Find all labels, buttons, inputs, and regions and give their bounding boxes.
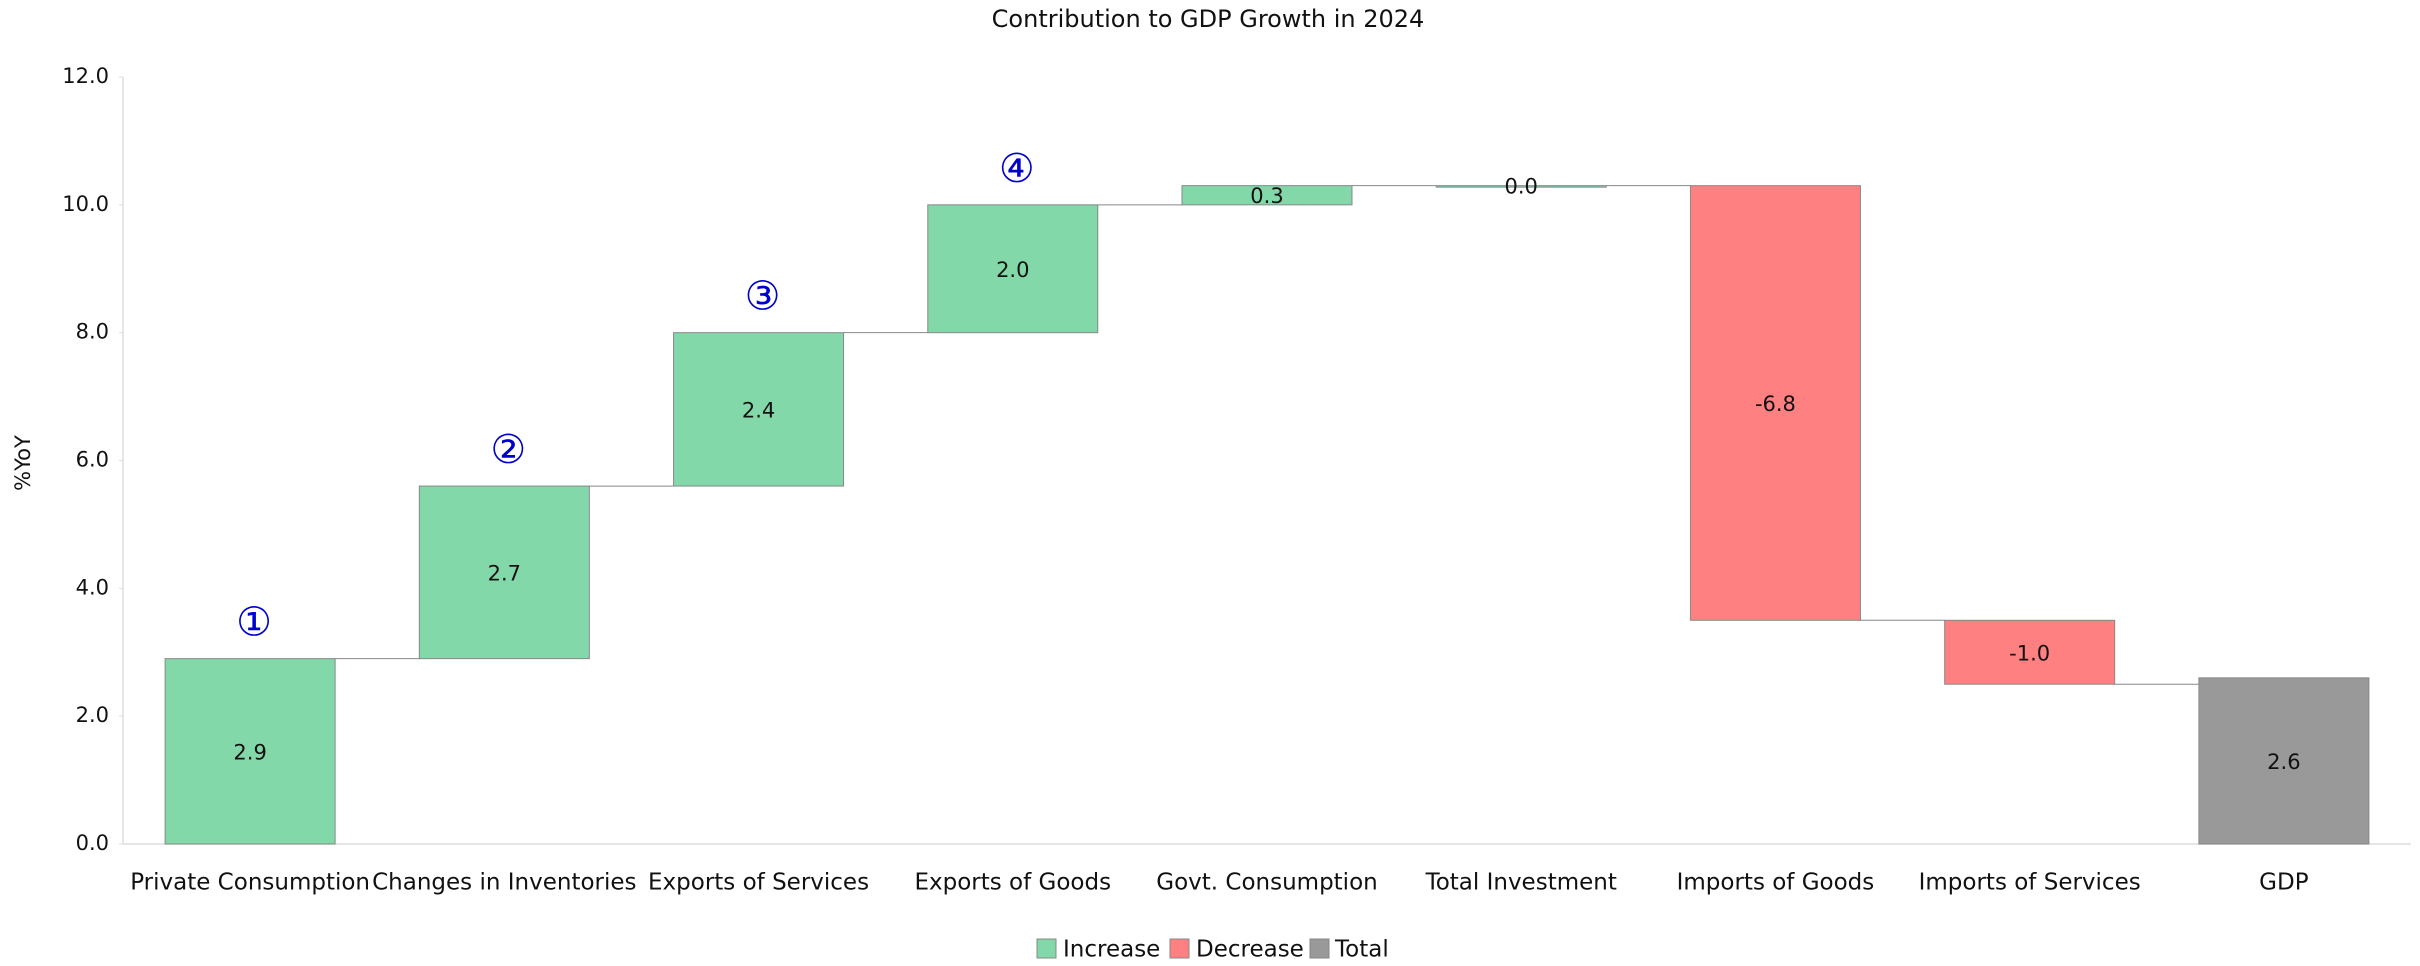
legend-label: Decrease bbox=[1196, 937, 1304, 963]
x-tick-label: Changes in Inventories bbox=[372, 870, 636, 896]
legend-swatch bbox=[1169, 938, 1190, 959]
y-tick-label: 10.0 bbox=[62, 192, 109, 216]
x-tick-label: Total Investment bbox=[1425, 870, 1617, 896]
x-tick-label: Exports of Services bbox=[648, 870, 869, 896]
bar bbox=[418, 485, 590, 660]
x-tick-label: Exports of Goods bbox=[914, 870, 1111, 896]
y-axis-label: %YoY bbox=[11, 435, 35, 491]
y-tick-label: 12.0 bbox=[62, 64, 109, 88]
value-label: 0.0 bbox=[1505, 175, 1538, 199]
y-tick-label: 6.0 bbox=[76, 448, 109, 472]
x-tick-label: Imports of Goods bbox=[1677, 870, 1875, 896]
x-tick-label: Govt. Consumption bbox=[1156, 870, 1377, 896]
annotation: ④ bbox=[999, 146, 1035, 192]
legend-swatch bbox=[1036, 938, 1057, 959]
y-tick-label: 2.0 bbox=[76, 703, 109, 727]
legend-label: Increase bbox=[1063, 937, 1160, 963]
bar bbox=[1944, 619, 2116, 685]
bar bbox=[1689, 185, 1861, 621]
x-tick-label: Imports of Services bbox=[1919, 870, 2141, 896]
y-tick-label: 4.0 bbox=[76, 575, 109, 599]
value-label: 2.0 bbox=[996, 258, 1029, 282]
value-label: -6.8 bbox=[1755, 392, 1796, 416]
annotation: ③ bbox=[745, 274, 781, 320]
bar bbox=[1181, 185, 1353, 206]
value-label: 0.3 bbox=[1250, 184, 1283, 208]
value-label: 2.4 bbox=[742, 398, 775, 422]
x-tick-label: GDP bbox=[2259, 870, 2309, 896]
bar bbox=[2198, 677, 2370, 845]
annotation: ① bbox=[236, 600, 272, 646]
bar bbox=[164, 658, 336, 845]
bar bbox=[927, 204, 1099, 334]
chart-title: Contribution to GDP Growth in 2024 bbox=[992, 5, 1425, 33]
value-label: 2.6 bbox=[2267, 750, 2300, 774]
y-tick-label: 8.0 bbox=[76, 320, 109, 344]
value-label: 2.9 bbox=[233, 740, 266, 764]
annotation: ② bbox=[490, 427, 526, 473]
legend-label: Total bbox=[1334, 937, 1389, 963]
x-tick-label: Private Consumption bbox=[130, 870, 370, 896]
legend-swatch bbox=[1309, 938, 1330, 959]
value-label: -1.0 bbox=[2009, 641, 2050, 665]
bar bbox=[673, 332, 845, 487]
value-label: 2.7 bbox=[488, 561, 521, 585]
bar bbox=[1435, 185, 1607, 188]
y-tick-label: 0.0 bbox=[76, 831, 109, 855]
